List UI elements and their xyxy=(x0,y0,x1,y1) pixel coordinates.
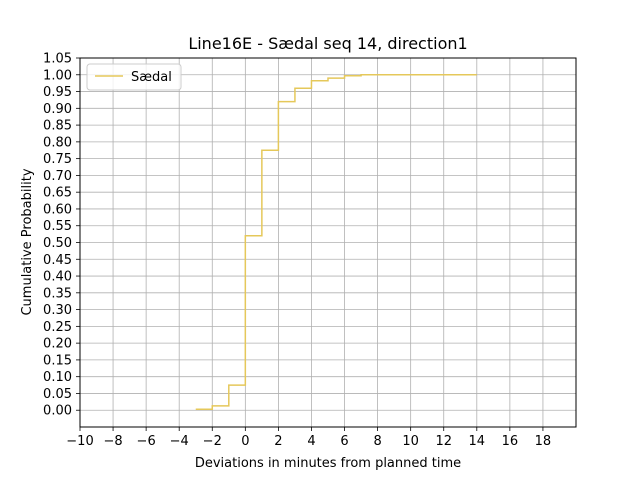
grid xyxy=(79,57,576,427)
y-tick-label: 0.40 xyxy=(43,270,72,285)
x-tick-label: 10 xyxy=(402,434,419,449)
y-tick-label: 1.05 xyxy=(43,52,72,67)
y-tick-label: 0.80 xyxy=(43,135,72,150)
y-tick-label: 0.55 xyxy=(43,219,72,234)
y-tick-label: 1.00 xyxy=(43,68,72,83)
x-tick-label: 4 xyxy=(307,434,315,449)
x-tick-label: 6 xyxy=(340,434,348,449)
y-tick-label: 0.60 xyxy=(43,202,72,217)
y-tick-label: 0.20 xyxy=(43,337,72,352)
x-tick-label: 14 xyxy=(469,434,486,449)
y-tick-label: 0.95 xyxy=(43,85,72,100)
y-tick-label: 0.05 xyxy=(43,387,72,402)
y-tick-label: 0.50 xyxy=(43,236,72,251)
x-tick-label: 0 xyxy=(241,434,249,449)
y-tick-label: 0.10 xyxy=(43,370,72,385)
series-line-0 xyxy=(195,74,477,410)
y-axis-label: Cumulative Probability xyxy=(20,168,35,315)
y-tick-label: 0.45 xyxy=(43,253,72,268)
legend-box xyxy=(86,63,182,91)
x-tick-label: −2 xyxy=(203,434,222,449)
x-tick-label: −8 xyxy=(103,434,122,449)
series-layer xyxy=(195,74,477,410)
x-axis-label: Deviations in minutes from planned time xyxy=(195,456,461,471)
x-tick-label: 2 xyxy=(274,434,282,449)
y-tick-label: 0.30 xyxy=(43,303,72,318)
x-tick-label: 18 xyxy=(535,434,552,449)
y-tick-label: 0.75 xyxy=(43,152,72,167)
x-tick-label: −10 xyxy=(66,434,93,449)
y-tick-label: 0.00 xyxy=(43,404,72,419)
y-tick-label: 0.90 xyxy=(43,102,72,117)
y-tick-label: 0.85 xyxy=(43,119,72,134)
legend-label-saedal: Sædal xyxy=(131,70,172,85)
y-tick-label: 0.65 xyxy=(43,186,72,201)
y-axis-ticks: 0.00 0.05 0.10 0.150.20 0.25 0.30 0.350.40 0.45… xyxy=(43,52,80,419)
y-tick-label: 0.15 xyxy=(43,353,72,368)
x-tick-label: −4 xyxy=(170,434,189,449)
x-tick-label: 8 xyxy=(373,434,381,449)
x-axis-ticks: −10 −8 −6 −4 −2 0 2 4 6 8 10 12 14 16 18 xyxy=(66,427,551,449)
y-tick-label: 0.25 xyxy=(43,320,72,335)
x-tick-label: −6 xyxy=(137,434,156,449)
y-tick-label: 0.70 xyxy=(43,169,72,184)
chart-title: Line16E - Sædal seq 14, direction1 xyxy=(188,34,467,53)
x-tick-label: 12 xyxy=(435,434,452,449)
legend: Sædal xyxy=(86,63,182,91)
y-tick-label: 0.35 xyxy=(43,286,72,301)
x-tick-label: 16 xyxy=(502,434,519,449)
